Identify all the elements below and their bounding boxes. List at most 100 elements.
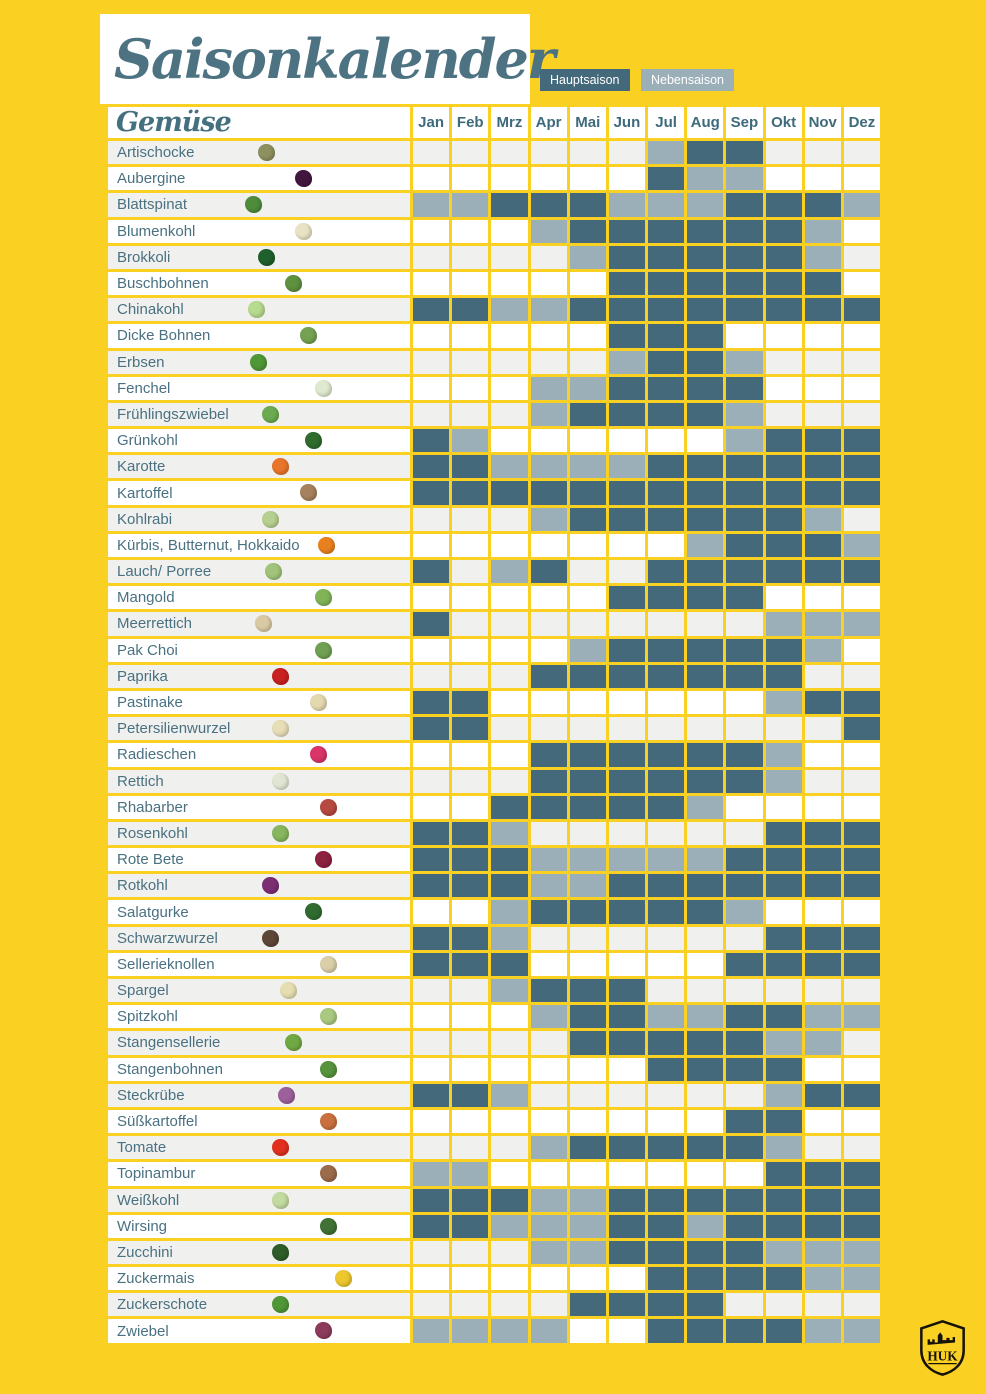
season-cell-dez: [843, 455, 880, 479]
season-cell-dez: [843, 350, 880, 374]
month-header-dez: Dez: [843, 107, 880, 138]
vegetable-name: Spitzkohl: [117, 1008, 178, 1026]
season-cell-sep: [726, 1031, 763, 1055]
season-cell-jul: [648, 795, 685, 819]
season-cell-jul: [648, 848, 685, 872]
season-cell-okt: [765, 795, 802, 819]
vegetable-label: Zucchini: [108, 1240, 410, 1265]
season-cell-jun: [608, 1057, 645, 1081]
season-cell-feb: [452, 533, 489, 557]
season-cell-dez: [843, 612, 880, 636]
season-cell-feb: [452, 1136, 489, 1160]
season-cell-feb: [452, 900, 489, 924]
season-cell-mrz: [491, 1057, 528, 1081]
season-cell-aug: [687, 507, 724, 531]
vegetable-name: Steckrübe: [117, 1086, 185, 1104]
season-cell-jan: [413, 1188, 450, 1212]
season-cell-okt: [765, 848, 802, 872]
season-cell-aug: [687, 402, 724, 427]
brussels-sprouts-icon: [272, 824, 289, 842]
season-cell-jun: [608, 900, 645, 924]
season-cell-nov: [804, 690, 841, 715]
month-header-jul: Jul: [648, 107, 685, 138]
season-cell-okt: [765, 900, 802, 924]
season-cell-jan: [413, 507, 450, 531]
season-cell-apr: [530, 638, 567, 662]
season-cell-mai: [569, 952, 606, 976]
vegetable-label: Stangenbohnen: [108, 1057, 410, 1081]
season-cell-dez: [843, 167, 880, 191]
month-header-jan: Jan: [413, 107, 450, 138]
vegetable-name: Stangensellerie: [117, 1034, 221, 1052]
season-cell-aug: [687, 245, 724, 269]
season-cell-jan: [413, 769, 450, 793]
season-cell-mai: [569, 167, 606, 191]
season-cell-nov: [804, 481, 841, 505]
season-cell-sep: [726, 507, 763, 531]
season-cell-sep: [726, 1293, 763, 1317]
season-cell-mrz: [491, 979, 528, 1003]
season-cell-apr: [530, 769, 567, 793]
season-cell-dez: [843, 638, 880, 662]
season-cell-sep: [726, 952, 763, 976]
vegetable-label: Rettich: [108, 769, 410, 793]
season-cell-nov: [804, 821, 841, 846]
season-cell-mrz: [491, 743, 528, 767]
vegetable-label: Brokkoli: [108, 245, 410, 269]
vegetable-name: Sellerieknollen: [117, 955, 215, 973]
season-cell-jul: [648, 271, 685, 296]
season-cell-aug: [687, 821, 724, 846]
season-cell-apr: [530, 533, 567, 557]
season-cell-okt: [765, 743, 802, 767]
season-cell-jan: [413, 821, 450, 846]
season-cell-dez: [843, 429, 880, 453]
category-header: Gemüse: [108, 107, 410, 138]
season-cell-feb: [452, 1162, 489, 1186]
vegetable-name: Blattspinat: [117, 196, 188, 214]
season-cell-okt: [765, 1083, 802, 1107]
season-cell-okt: [765, 1188, 802, 1212]
vegetable-name: Kartoffel: [117, 484, 173, 502]
season-cell-nov: [804, 1293, 841, 1317]
vegetable-label: Wirsing: [108, 1214, 410, 1238]
sweet-corn-icon: [335, 1270, 352, 1288]
season-cell-nov: [804, 271, 841, 296]
season-cell-nov: [804, 900, 841, 924]
season-table: Gemüse Jan Feb Mrz Apr Mai Jun Jul Aug Sep Okt Nov…: [108, 107, 880, 1343]
season-cell-mai: [569, 350, 606, 374]
season-cell-nov: [804, 402, 841, 427]
season-cell-jun: [608, 926, 645, 950]
season-cell-nov: [804, 193, 841, 217]
season-cell-feb: [452, 795, 489, 819]
season-cell-jun: [608, 1267, 645, 1291]
vegetable-name: Paprika: [117, 667, 168, 685]
season-cell-jul: [648, 298, 685, 322]
season-cell-mrz: [491, 1240, 528, 1265]
season-cell-feb: [452, 1083, 489, 1107]
season-cell-mai: [569, 874, 606, 898]
season-cell-dez: [843, 1031, 880, 1055]
season-cell-okt: [765, 638, 802, 662]
season-cell-apr: [530, 1319, 567, 1343]
vegetable-label: Topinambur: [108, 1162, 410, 1186]
season-cell-mrz: [491, 1214, 528, 1238]
season-cell-nov: [804, 1136, 841, 1160]
season-cell-nov: [804, 848, 841, 872]
season-cell-okt: [765, 167, 802, 191]
season-cell-okt: [765, 769, 802, 793]
vegetable-name: Mangold: [117, 589, 175, 607]
season-cell-mai: [569, 507, 606, 531]
season-cell-jun: [608, 455, 645, 479]
season-cell-mai: [569, 533, 606, 557]
season-cell-jan: [413, 429, 450, 453]
rutabaga-icon: [278, 1086, 295, 1104]
season-cell-feb: [452, 245, 489, 269]
season-cell-aug: [687, 350, 724, 374]
season-cell-jun: [608, 402, 645, 427]
season-cell-jan: [413, 690, 450, 715]
broccoli-icon: [258, 248, 275, 266]
season-cell-apr: [530, 1109, 567, 1134]
season-cell-sep: [726, 1267, 763, 1291]
season-cell-dez: [843, 1319, 880, 1343]
season-cell-sep: [726, 769, 763, 793]
